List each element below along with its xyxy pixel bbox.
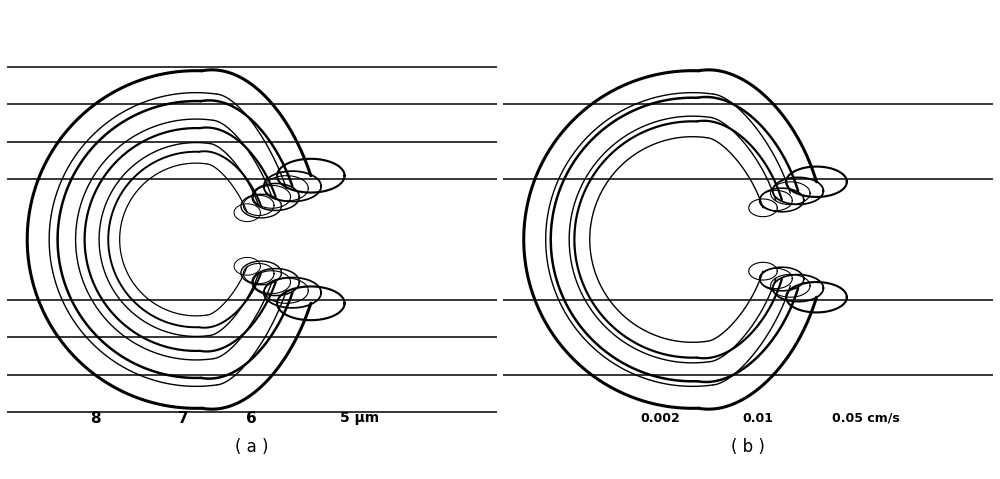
Text: ( a ): ( a ) [235,437,268,456]
Text: 6: 6 [246,411,257,426]
Text: 7: 7 [178,411,189,426]
Text: ( b ): ( b ) [731,437,765,456]
Text: 0.01: 0.01 [743,411,774,424]
Text: 0.002: 0.002 [640,411,680,424]
Text: 8: 8 [90,411,100,426]
Text: 5 μm: 5 μm [340,411,379,425]
Text: 0.05 cm/s: 0.05 cm/s [832,411,900,424]
